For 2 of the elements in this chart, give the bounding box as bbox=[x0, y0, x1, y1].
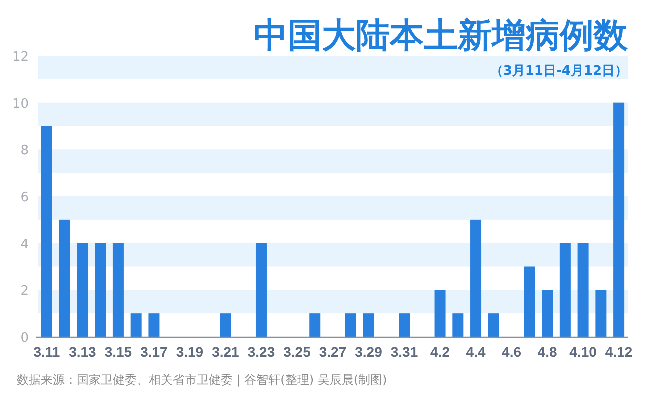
subtitle: （3月11日-4月12日） bbox=[490, 64, 628, 79]
title: 中国大陆本土新增病例数 bbox=[254, 16, 628, 56]
